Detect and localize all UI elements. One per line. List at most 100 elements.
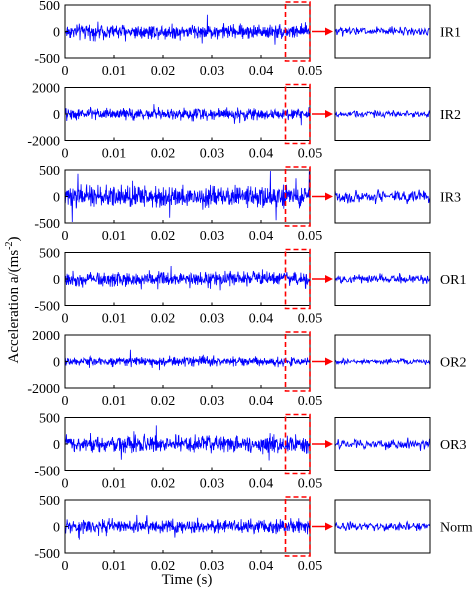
zoom-signal-or1 bbox=[334, 273, 431, 285]
highlight-window bbox=[284, 248, 311, 310]
arrow-head bbox=[325, 110, 333, 118]
x-tick-label: 0.01 bbox=[102, 64, 127, 79]
y-tick-label: 0 bbox=[53, 438, 60, 453]
y-tick-label: 0 bbox=[53, 356, 60, 371]
x-tick-label: 0.03 bbox=[200, 147, 225, 162]
y-tick-label: -500 bbox=[34, 547, 60, 562]
zoom-frame bbox=[334, 334, 431, 389]
zoom-frame bbox=[334, 169, 431, 224]
x-tick-label: 0.05 bbox=[298, 477, 323, 492]
y-tick-label: -500 bbox=[34, 52, 60, 67]
panel-label: OR1 bbox=[440, 273, 466, 288]
x-tick-label: 0.04 bbox=[249, 559, 274, 574]
y-tick-label: 2000 bbox=[32, 329, 60, 344]
y-tick-label: -500 bbox=[34, 465, 60, 480]
x-tick-label: 0.03 bbox=[200, 312, 225, 327]
zoom-frame bbox=[334, 4, 431, 59]
signal-line-norm bbox=[64, 514, 311, 540]
x-tick-label: 0 bbox=[62, 394, 69, 409]
x-tick-label: 0.01 bbox=[102, 147, 127, 162]
y-tick-label: -500 bbox=[34, 217, 60, 232]
x-tick-label: 0.03 bbox=[200, 477, 225, 492]
zoom-signal-ir1 bbox=[334, 26, 431, 37]
y-tick-label: -2000 bbox=[27, 382, 60, 397]
y-tick-label: 500 bbox=[39, 412, 60, 427]
zoom-signal-or3 bbox=[334, 437, 431, 451]
x-tick-label: 0.02 bbox=[151, 312, 176, 327]
x-tick-label: 0.02 bbox=[151, 477, 176, 492]
x-tick-label: 0.04 bbox=[249, 312, 274, 327]
highlight-window bbox=[284, 166, 311, 227]
x-tick-label: 0 bbox=[62, 229, 69, 244]
signal-line-ir1 bbox=[64, 14, 311, 45]
y-tick-label: 500 bbox=[39, 164, 60, 179]
x-tick-label: 0.03 bbox=[200, 64, 225, 79]
x-tick-label: 0.01 bbox=[102, 559, 127, 574]
highlight-window bbox=[284, 331, 311, 392]
x-tick-label: 0.05 bbox=[298, 559, 323, 574]
arrow-head bbox=[325, 440, 333, 448]
panel-label: IR3 bbox=[440, 191, 461, 206]
zoom-signal-ir3 bbox=[334, 189, 431, 205]
y-tick-label: 0 bbox=[53, 108, 60, 123]
y-tick-label: 500 bbox=[39, 494, 60, 509]
y-axis-title: Acceleration a/(ms-2) bbox=[4, 236, 22, 363]
arrow-head bbox=[325, 357, 333, 366]
x-tick-label: 0.02 bbox=[151, 394, 176, 409]
zoom-frame bbox=[334, 417, 431, 471]
signal-line-or3 bbox=[64, 425, 311, 461]
panel-label: OR2 bbox=[440, 356, 466, 371]
zoom-signal-ir2 bbox=[334, 109, 431, 119]
y-tick-label: 0 bbox=[53, 521, 60, 536]
highlight-window bbox=[284, 1, 311, 62]
x-tick-label: 0 bbox=[62, 477, 69, 492]
arrow-head bbox=[325, 27, 333, 36]
x-tick-label: 0.05 bbox=[298, 312, 323, 327]
zoom-frame bbox=[334, 252, 431, 306]
x-tick-label: 0.04 bbox=[249, 477, 274, 492]
y-axis-title-close: ) bbox=[6, 236, 22, 241]
x-tick-label: 0.02 bbox=[151, 147, 176, 162]
panel-label: Norm bbox=[440, 521, 473, 536]
arrow-head bbox=[325, 192, 333, 201]
signal-line-or2 bbox=[64, 349, 311, 371]
y-tick-label: 500 bbox=[39, 0, 60, 14]
highlight-window bbox=[284, 496, 311, 557]
y-axis-title-main: Acceleration a/(ms bbox=[6, 250, 22, 364]
x-tick-label: 0.04 bbox=[249, 229, 274, 244]
panel-label: IR2 bbox=[440, 108, 461, 123]
signal-line-ir3 bbox=[64, 170, 311, 223]
x-tick-label: 0.01 bbox=[102, 394, 127, 409]
x-tick-label: 0 bbox=[62, 559, 69, 574]
zoom-signal-or2 bbox=[334, 357, 431, 366]
x-tick-label: 0.04 bbox=[249, 394, 274, 409]
x-tick-label: 0.01 bbox=[102, 312, 127, 327]
x-tick-label: 0.04 bbox=[249, 147, 274, 162]
y-tick-label: 0 bbox=[53, 191, 60, 206]
signal-line-or1 bbox=[64, 265, 311, 291]
zoom-frame bbox=[334, 87, 431, 141]
x-tick-label: 0.01 bbox=[102, 477, 127, 492]
x-tick-label: 0 bbox=[62, 312, 69, 327]
x-tick-label: 0.04 bbox=[249, 64, 274, 79]
x-axis-title: Time (s) bbox=[162, 572, 213, 588]
x-tick-label: 0.02 bbox=[151, 559, 176, 574]
y-tick-label: 2000 bbox=[32, 82, 60, 97]
x-tick-label: 0.01 bbox=[102, 229, 127, 244]
x-tick-label: 0.05 bbox=[298, 229, 323, 244]
y-tick-label: 0 bbox=[53, 26, 60, 41]
x-tick-label: 0.05 bbox=[298, 64, 323, 79]
y-tick-label: -2000 bbox=[27, 135, 60, 150]
x-tick-label: 0.03 bbox=[200, 229, 225, 244]
x-tick-label: 0.05 bbox=[298, 147, 323, 162]
x-tick-label: 0 bbox=[62, 64, 69, 79]
